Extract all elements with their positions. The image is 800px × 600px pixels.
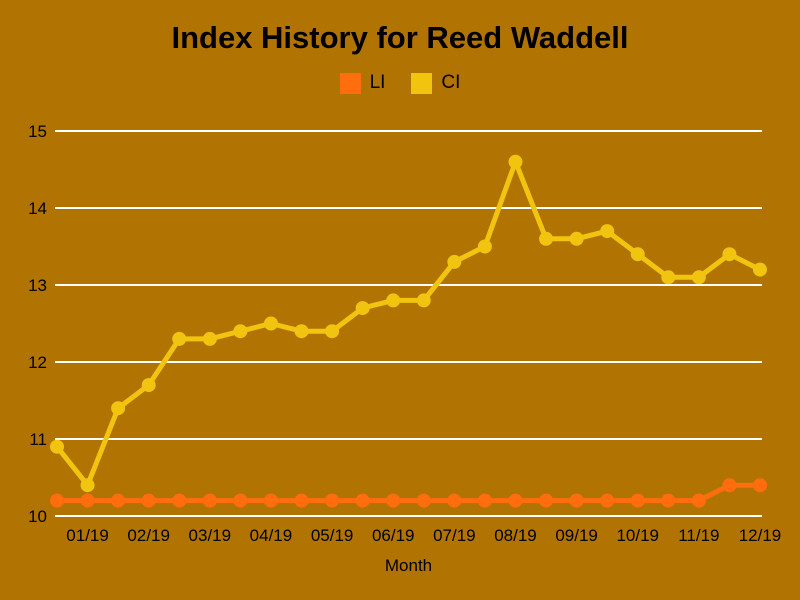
data-point-LI [263,493,278,508]
data-point-LI [80,493,95,508]
data-point-LI [722,478,737,493]
data-point-CI [294,324,309,339]
legend-label-ci: CI [441,72,461,93]
x-tick-label: 04/19 [250,526,293,545]
data-point-LI [325,493,340,508]
y-tick-label: 12 [28,353,47,372]
data-point-LI [569,493,584,508]
data-point-CI [355,301,370,316]
x-tick-label: 08/19 [494,526,537,545]
data-point-LI [355,493,370,508]
x-axis-title: Month [385,556,432,575]
data-point-LI [141,493,156,508]
y-tick-label: 15 [28,122,47,141]
x-tick-label: 11/19 [678,526,719,545]
data-point-CI [691,270,706,285]
x-tick-label: 03/19 [189,526,232,545]
data-point-LI [233,493,248,508]
chart-title: Index History for Reed Waddell [171,20,629,55]
data-point-LI [447,493,462,508]
data-point-LI [753,478,767,493]
data-point-CI [508,154,523,169]
ci-legend-swatch-icon [411,72,433,94]
data-point-CI [111,401,126,416]
x-tick-label: 01/19 [66,526,109,545]
legend-label-li: LI [369,72,386,93]
legend-item-ci: CI [411,72,460,94]
data-point-LI [600,493,615,508]
x-tick-label: 10/19 [616,526,659,545]
data-point-LI [661,493,676,508]
data-point-LI [50,493,64,508]
data-point-LI [294,493,309,508]
data-point-CI [263,316,278,331]
li-legend-swatch-icon [339,72,361,94]
data-point-LI [172,493,187,508]
data-point-CI [722,247,737,262]
y-tick-label: 13 [28,276,47,295]
series-line-CI [54,159,763,488]
y-tick-label: 10 [28,507,47,526]
data-point-LI [111,493,126,508]
data-point-CI [141,378,156,393]
data-point-CI [477,239,492,254]
data-point-CI [753,262,767,277]
data-point-LI [508,493,523,508]
legend: LI CI [0,72,800,94]
data-point-CI [80,478,95,493]
y-tick-label: 14 [28,199,47,218]
x-tick-label: 06/19 [372,526,415,545]
series-line-LI [54,482,763,504]
data-point-LI [539,493,554,508]
data-point-LI [386,493,401,508]
data-point-CI [600,224,615,239]
data-point-CI [233,324,248,339]
data-point-CI [630,247,645,262]
data-point-LI [477,493,492,508]
data-point-CI [172,331,187,346]
x-tick-label: 12/19 [739,526,782,545]
data-point-CI [661,270,676,285]
data-point-LI [416,493,431,508]
x-tick-label: 02/19 [127,526,170,545]
x-tick-label: 05/19 [311,526,354,545]
data-point-CI [569,231,584,246]
data-point-CI [539,231,554,246]
y-tick-label: 11 [29,430,47,449]
x-tick-label: 07/19 [433,526,476,545]
data-point-CI [416,293,431,308]
data-point-CI [50,439,64,454]
data-point-CI [386,293,401,308]
data-point-LI [630,493,645,508]
data-point-CI [447,254,462,269]
data-point-LI [202,493,217,508]
x-tick-label: 09/19 [555,526,598,545]
data-point-CI [325,324,340,339]
data-point-LI [691,493,706,508]
legend-item-li: LI [339,72,386,94]
data-point-CI [202,331,217,346]
